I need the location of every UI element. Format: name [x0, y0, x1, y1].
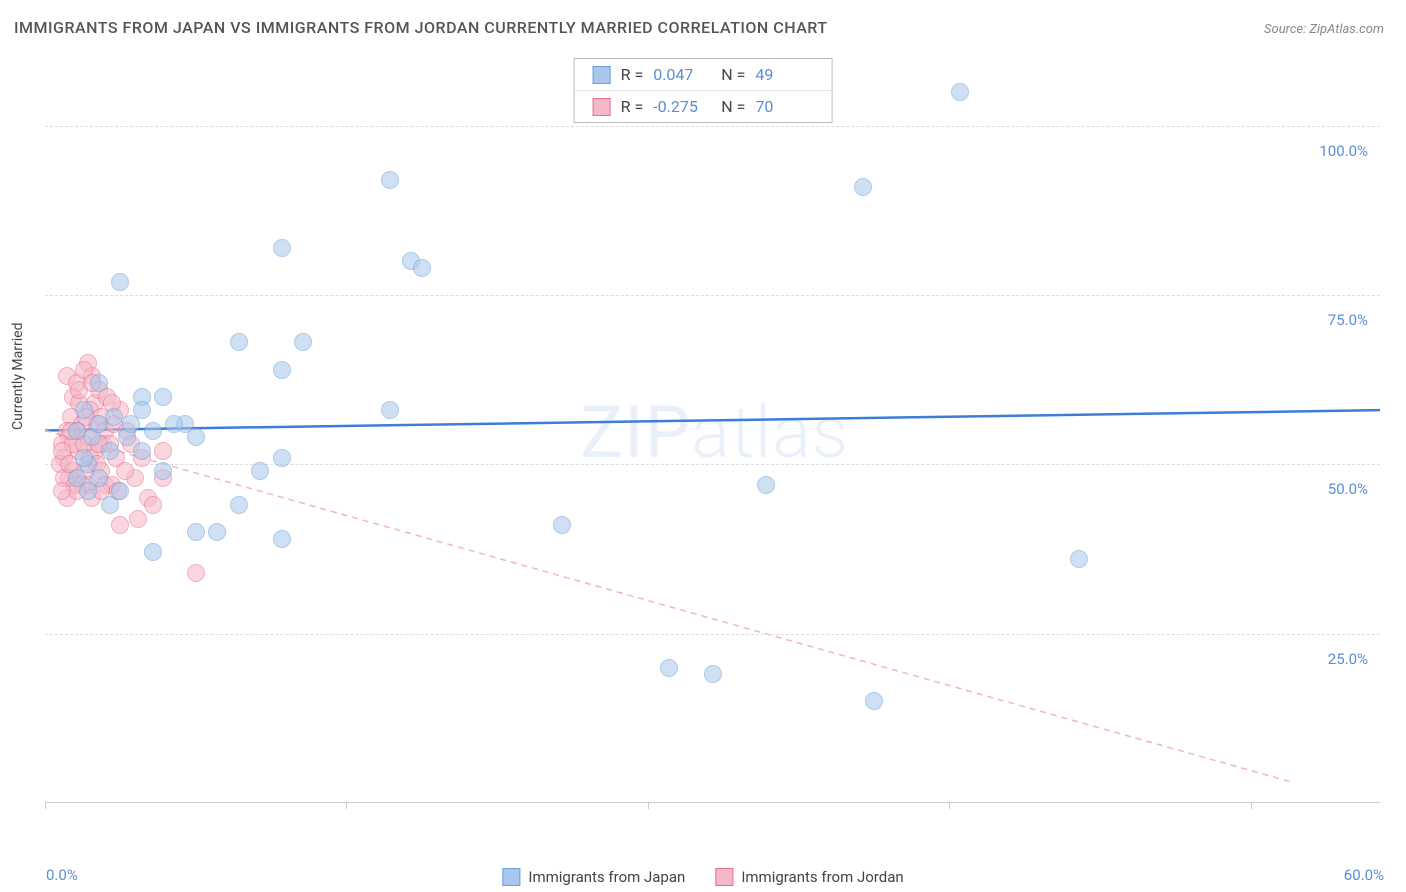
gridline — [45, 634, 1380, 635]
scatter-point — [187, 564, 205, 582]
scatter-point — [273, 361, 291, 379]
legend-swatch — [593, 66, 611, 84]
legend-swatch — [593, 98, 611, 116]
legend-item-label: Immigrants from Japan — [528, 868, 685, 886]
scatter-point — [187, 523, 205, 541]
scatter-point — [111, 516, 129, 534]
y-tick-label: 50.0% — [1328, 480, 1368, 498]
trend-line — [45, 410, 1380, 430]
y-axis-title: Currently Married — [10, 323, 26, 430]
trend-lines-svg — [45, 58, 1380, 802]
x-tick — [949, 802, 950, 809]
chart-title: IMMIGRANTS FROM JAPAN VS IMMIGRANTS FROM… — [14, 18, 828, 37]
scatter-point — [273, 239, 291, 257]
legend-n-value: 49 — [755, 65, 813, 84]
scatter-point — [230, 333, 248, 351]
source-attribution: Source: ZipAtlas.com — [1264, 22, 1384, 37]
scatter-point — [133, 401, 151, 419]
scatter-point — [187, 428, 205, 446]
scatter-point — [79, 482, 97, 500]
legend-stats-row: R = 0.047 N = 49 — [575, 59, 832, 90]
y-tick-label: 25.0% — [1328, 650, 1368, 668]
scatter-point — [854, 178, 872, 196]
scatter-point — [144, 422, 162, 440]
scatter-point — [154, 462, 172, 480]
x-tick — [648, 802, 649, 809]
legend-r-value: 0.047 — [653, 65, 711, 84]
x-axis-max-label: 60.0% — [1344, 866, 1384, 884]
scatter-point — [381, 171, 399, 189]
gridline — [45, 126, 1380, 127]
scatter-point — [111, 273, 129, 291]
x-tick — [1251, 802, 1252, 809]
legend-item: Immigrants from Jordan — [715, 868, 903, 886]
scatter-point — [273, 530, 291, 548]
scatter-point — [144, 496, 162, 514]
scatter-point — [381, 401, 399, 419]
scatter-point — [105, 408, 123, 426]
scatter-point — [230, 496, 248, 514]
scatter-point — [251, 462, 269, 480]
legend-swatch — [502, 868, 520, 886]
scatter-point — [553, 516, 571, 534]
y-tick-label: 75.0% — [1328, 311, 1368, 329]
legend-r-value: -0.275 — [653, 97, 711, 116]
scatter-point — [75, 401, 93, 419]
gridline — [45, 464, 1380, 465]
scatter-point — [273, 449, 291, 467]
legend-n-value: 70 — [755, 97, 813, 116]
scatter-point — [111, 482, 129, 500]
scatter-point — [208, 523, 226, 541]
scatter-point — [1070, 550, 1088, 568]
scatter-point — [294, 333, 312, 351]
scatter-point — [865, 692, 883, 710]
scatter-point — [53, 482, 71, 500]
legend-r-label: R = — [621, 97, 644, 116]
scatter-point — [951, 83, 969, 101]
y-tick-label: 100.0% — [1319, 142, 1368, 160]
scatter-point — [154, 388, 172, 406]
scatter-point — [133, 442, 151, 460]
scatter-point — [165, 415, 183, 433]
legend-r-label: R = — [621, 65, 644, 84]
scatter-point — [757, 476, 775, 494]
scatter-point — [90, 374, 108, 392]
legend-n-label: N = — [721, 65, 745, 84]
x-axis-min-label: 0.0% — [46, 866, 78, 884]
trend-line — [45, 431, 1294, 783]
x-tick — [45, 802, 46, 809]
legend-stats-box: R = 0.047 N = 49 R = -0.275 N = 70 — [574, 58, 833, 123]
legend-bottom: Immigrants from Japan Immigrants from Jor… — [494, 868, 911, 886]
scatter-point — [129, 510, 147, 528]
x-tick — [346, 802, 347, 809]
scatter-point — [75, 449, 93, 467]
plot-area: 25.0% 50.0% 75.0% 100.0% — [45, 58, 1380, 803]
gridline — [45, 295, 1380, 296]
scatter-point — [144, 543, 162, 561]
legend-item-label: Immigrants from Jordan — [741, 868, 903, 886]
scatter-point — [704, 665, 722, 683]
scatter-point — [116, 462, 134, 480]
legend-item: Immigrants from Japan — [502, 868, 685, 886]
scatter-point — [413, 259, 431, 277]
legend-n-label: N = — [721, 97, 745, 116]
scatter-point — [154, 442, 172, 460]
legend-stats-row: R = -0.275 N = 70 — [575, 90, 832, 122]
scatter-point — [660, 659, 678, 677]
scatter-point — [101, 442, 119, 460]
legend-swatch — [715, 868, 733, 886]
